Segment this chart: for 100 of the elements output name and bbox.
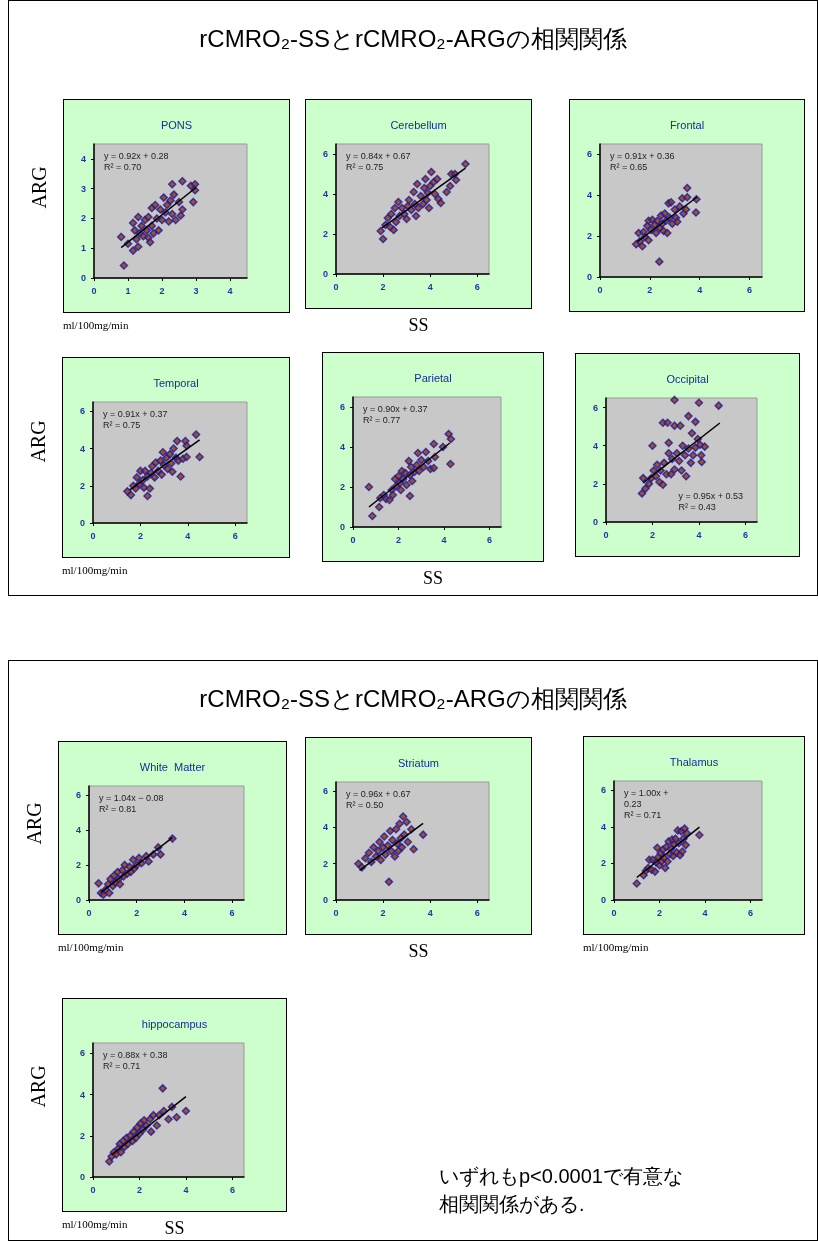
x-tick-label: 2 bbox=[380, 907, 386, 918]
text: ml/100mg/min bbox=[63, 319, 129, 331]
x-tick-label: 4 bbox=[427, 907, 433, 918]
chart-title: Parietal bbox=[414, 371, 452, 384]
chart-title: Temporal bbox=[153, 376, 199, 389]
y-tick-label: 0 bbox=[75, 895, 81, 905]
text: rCMRO₂-SSとrCMRO₂-ARGの相関関係 bbox=[198, 684, 628, 714]
x-tick-label: 2 bbox=[136, 1184, 142, 1195]
annotation: y = 1.00x + 0.23 R² = 0.71 bbox=[624, 787, 669, 820]
y-tick-label: 2 bbox=[586, 231, 592, 242]
x-tick-label: 2 bbox=[396, 534, 402, 545]
x-tick-label: 0 bbox=[90, 1184, 96, 1195]
x-tick-label: 0 bbox=[91, 285, 97, 296]
y-tick-label: 4 bbox=[322, 189, 328, 199]
y-tick-label: 6 bbox=[592, 402, 598, 413]
y-tick-label: 6 bbox=[322, 786, 328, 797]
x-tick-label: 0 bbox=[611, 907, 617, 918]
y-tick-label: 2 bbox=[79, 480, 85, 491]
x-axis-title: SS bbox=[164, 1218, 185, 1238]
chart-title: hippocampus bbox=[141, 1017, 208, 1030]
x-tick-label: 4 bbox=[181, 907, 187, 918]
y-tick-label: 0 bbox=[80, 273, 86, 283]
x-tick-label: 2 bbox=[137, 530, 143, 541]
x-tick-label: 4 bbox=[183, 1184, 189, 1195]
y-tick-label: 0 bbox=[79, 1172, 85, 1182]
text: いずれもp<0.0001で有意な相関関係がある. bbox=[439, 1164, 684, 1217]
y-tick-label: 4 bbox=[586, 190, 592, 201]
chart-title: White Matter bbox=[139, 760, 206, 773]
y-tick-label: 0 bbox=[600, 895, 606, 905]
x-tick-label: 4 bbox=[227, 285, 233, 296]
y-tick-label: 6 bbox=[79, 1048, 85, 1059]
x-tick-label: 4 bbox=[427, 281, 433, 292]
chart-title: Frontal bbox=[669, 118, 705, 131]
y-tick-label: 6 bbox=[586, 149, 592, 160]
annotation: y = 0.88x + 0.38 R² = 0.71 bbox=[103, 1049, 168, 1071]
chart-title: Striatum bbox=[398, 756, 439, 769]
annotation: y = 1.04x − 0.08 R² = 0.81 bbox=[99, 792, 164, 814]
x-tick-label: 3 bbox=[193, 285, 199, 296]
x-tick-label: 6 bbox=[747, 284, 753, 295]
text: ml/100mg/min bbox=[583, 941, 649, 953]
text: ml/100mg/min bbox=[58, 941, 124, 953]
y-tick-label: 2 bbox=[339, 482, 345, 492]
annotation: y = 0.96x + 0.67 R² = 0.50 bbox=[346, 788, 411, 810]
y-axis-title: ARG bbox=[22, 801, 46, 845]
chart-title: Thalamus bbox=[669, 755, 719, 768]
x-tick-label: 2 bbox=[380, 281, 386, 292]
y-axis-title: ARG bbox=[27, 166, 51, 209]
y-tick-label: 4 bbox=[600, 821, 606, 832]
y-tick-label: 0 bbox=[586, 272, 592, 282]
x-tick-label: 6 bbox=[232, 530, 238, 541]
annotation: y = 0.95x + 0.53 R² = 0.43 bbox=[678, 490, 743, 512]
x-tick-label: 4 bbox=[696, 529, 702, 540]
x-tick-label: 2 bbox=[649, 529, 655, 540]
x-tick-label: 6 bbox=[474, 281, 480, 292]
y-axis-title: ARG bbox=[26, 420, 50, 463]
annotation: y = 0.91x + 0.37 R² = 0.75 bbox=[103, 408, 168, 430]
y-tick-label: 1 bbox=[80, 243, 86, 254]
x-tick-label: 6 bbox=[487, 534, 493, 545]
x-tick-label: 4 bbox=[441, 534, 447, 545]
y-tick-label: 2 bbox=[80, 213, 86, 224]
x-tick-label: 4 bbox=[702, 907, 708, 918]
chart-title: Cerebellum bbox=[390, 118, 447, 131]
y-tick-label: 6 bbox=[600, 785, 606, 796]
y-tick-label: 2 bbox=[322, 858, 328, 869]
y-tick-label: 4 bbox=[592, 440, 598, 451]
x-axis-title: SS bbox=[407, 941, 430, 962]
y-tick-label: 3 bbox=[80, 183, 86, 194]
text: rCMRO₂-SSとrCMRO₂-ARGの相関関係 bbox=[198, 24, 628, 54]
chart-title: PONS bbox=[160, 118, 193, 131]
x-tick-label: 2 bbox=[647, 284, 653, 295]
x-tick-label: 6 bbox=[474, 907, 480, 918]
y-tick-label: 2 bbox=[75, 859, 81, 870]
y-axis-title: ARG bbox=[26, 1065, 50, 1108]
x-tick-label: 4 bbox=[185, 530, 191, 541]
y-tick-label: 0 bbox=[339, 522, 345, 532]
y-tick-label: 6 bbox=[75, 789, 81, 800]
y-tick-label: 2 bbox=[592, 478, 598, 489]
y-tick-label: 4 bbox=[322, 822, 328, 833]
y-tick-label: 0 bbox=[322, 895, 328, 905]
text: ml/100mg/min bbox=[62, 1218, 128, 1230]
y-tick-label: 0 bbox=[322, 269, 328, 279]
x-tick-label: 4 bbox=[697, 284, 703, 295]
x-tick-label: 0 bbox=[90, 530, 96, 541]
y-tick-label: 4 bbox=[339, 442, 345, 452]
x-tick-label: 2 bbox=[159, 285, 165, 296]
chart-title: Occipital bbox=[666, 372, 709, 385]
x-tick-label: 6 bbox=[229, 1184, 235, 1195]
x-tick-label: 0 bbox=[350, 534, 356, 545]
x-tick-label: 6 bbox=[229, 907, 235, 918]
annotation: y = 0.90x + 0.37 R² = 0.77 bbox=[363, 403, 428, 425]
annotation: y = 0.92x + 0.28 R² = 0.70 bbox=[104, 150, 169, 172]
y-tick-label: 0 bbox=[592, 517, 598, 527]
y-tick-label: 0 bbox=[79, 518, 85, 528]
x-tick-label: 2 bbox=[134, 907, 140, 918]
y-tick-label: 6 bbox=[79, 406, 85, 417]
x-tick-label: 6 bbox=[748, 907, 754, 918]
x-tick-label: 1 bbox=[125, 285, 131, 296]
text: ml/100mg/min bbox=[62, 564, 128, 576]
y-tick-label: 6 bbox=[322, 149, 328, 159]
y-tick-label: 2 bbox=[322, 229, 328, 239]
